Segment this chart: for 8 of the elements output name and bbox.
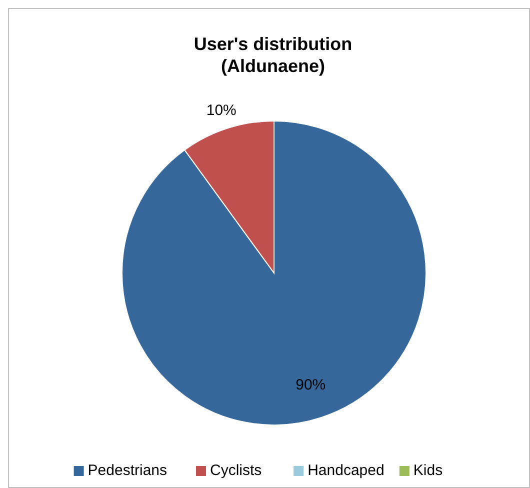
data-label: 90% (296, 376, 326, 394)
legend-label: Kids (413, 462, 443, 479)
data-label: 10% (206, 102, 236, 120)
chart-title: User's distribution (Aldunaene) (194, 34, 352, 76)
legend-label: Pedestrians (88, 462, 168, 479)
legend-label: Handcaped (308, 462, 384, 479)
pie-slice (122, 120, 426, 426)
legend-label: Cyclists (210, 462, 262, 479)
